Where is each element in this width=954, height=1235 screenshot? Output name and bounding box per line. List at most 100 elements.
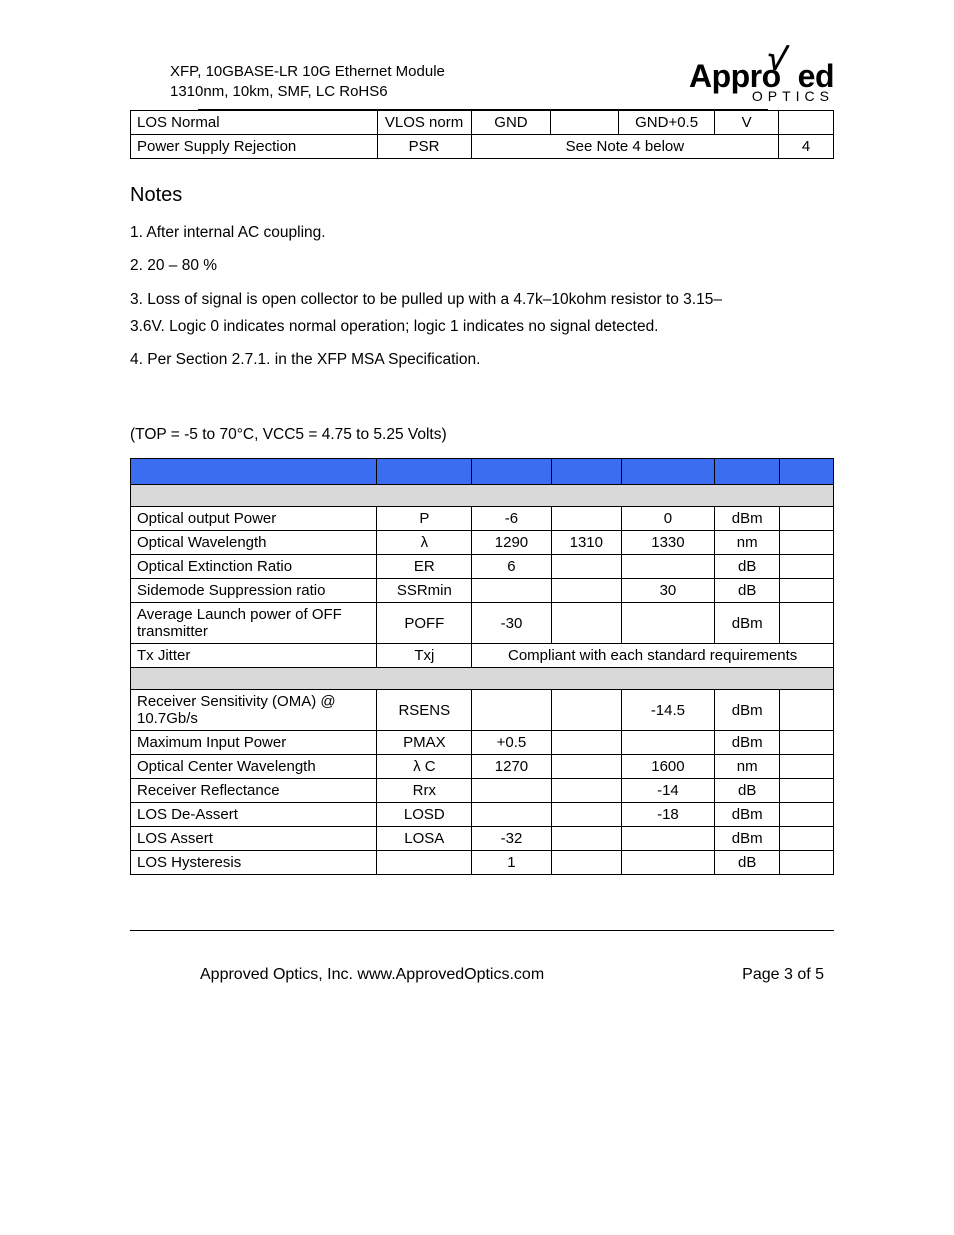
cell-min: 6 <box>472 555 551 579</box>
cell-unit: dB <box>714 579 780 603</box>
cell-unit: dB <box>714 555 780 579</box>
cell-typ <box>551 579 621 603</box>
table-row: Optical output Power P -6 0 dBm <box>131 507 834 531</box>
cell-note <box>780 803 834 827</box>
cell-note <box>780 690 834 731</box>
cell-max: -18 <box>621 803 714 827</box>
cell-min: 1 <box>472 851 551 875</box>
footer-rule <box>130 930 834 931</box>
cell-min: -30 <box>472 603 551 644</box>
cell-param: Sidemode Suppression ratio <box>131 579 377 603</box>
cell-sym: PMAX <box>377 731 472 755</box>
cell-typ <box>551 779 621 803</box>
cell-param: Optical Extinction Ratio <box>131 555 377 579</box>
logo: √ Approed OPTICS <box>689 60 834 103</box>
cell-max: 30 <box>621 579 714 603</box>
table-row: LOS De-Assert LOSD -18 dBm <box>131 803 834 827</box>
cell-min: -32 <box>472 827 551 851</box>
cell-sym: Rrx <box>377 779 472 803</box>
note-3b: 3.6V. Logic 0 indicates normal operation… <box>130 315 834 338</box>
cell-max <box>621 731 714 755</box>
table-row: Receiver Sensitivity (OMA) @ 10.7Gb/s RS… <box>131 690 834 731</box>
header: XFP, 10GBASE-LR 10G Ethernet Module 1310… <box>130 60 834 103</box>
cell-sym: RSENS <box>377 690 472 731</box>
cell-note <box>780 555 834 579</box>
cell-note <box>780 507 834 531</box>
cell-sym <box>377 851 472 875</box>
rx-section-row <box>131 668 834 690</box>
footer-left: Approved Optics, Inc. www.ApprovedOptics… <box>200 966 544 984</box>
header-line-1: XFP, 10GBASE-LR 10G Ethernet Module <box>170 62 445 82</box>
cell-param: Average Launch power of OFF transmitter <box>131 603 377 644</box>
cell-sym: LOSA <box>377 827 472 851</box>
cell-typ <box>551 827 621 851</box>
tx-section-row <box>131 485 834 507</box>
cell-merged: See Note 4 below <box>471 135 779 159</box>
header-line-2: 1310nm, 10km, SMF, LC RoHS6 <box>170 82 445 102</box>
table-row: LOS Assert LOSA -32 dBm <box>131 827 834 851</box>
conditions-line: (TOP = -5 to 70°C, VCC5 = 4.75 to 5.25 V… <box>130 426 834 444</box>
notes-block: 1. After internal AC coupling. 2. 20 – 8… <box>130 221 834 371</box>
cell-min: 1290 <box>472 531 551 555</box>
note-1: 1. After internal AC coupling. <box>130 221 834 244</box>
cell-max: -14 <box>621 779 714 803</box>
cell-note: 4 <box>779 135 834 159</box>
footer-right: Page 3 of 5 <box>742 966 824 984</box>
cell-note <box>780 731 834 755</box>
table-header-row <box>131 459 834 485</box>
cell-note <box>780 531 834 555</box>
cell-note <box>780 755 834 779</box>
cell-typ <box>551 603 621 644</box>
cell-min: GND <box>471 111 551 135</box>
main-table: Optical output Power P -6 0 dBm Optical … <box>130 458 834 875</box>
cell-sym: SSRmin <box>377 579 472 603</box>
cell-typ <box>551 755 621 779</box>
cell-max <box>621 851 714 875</box>
note-2: 2. 20 – 80 % <box>130 254 834 277</box>
cell-unit: dBm <box>714 507 780 531</box>
cell-sym: PSR <box>377 135 471 159</box>
cell-max: -14.5 <box>621 690 714 731</box>
cell-param: Receiver Sensitivity (OMA) @ 10.7Gb/s <box>131 690 377 731</box>
cell-param: LOS Assert <box>131 827 377 851</box>
cell-max: GND+0.5 <box>619 111 715 135</box>
cell-max <box>621 603 714 644</box>
cell-unit: V <box>715 111 779 135</box>
cell-param: Optical Center Wavelength <box>131 755 377 779</box>
table-row: Optical Extinction Ratio ER 6 dB <box>131 555 834 579</box>
cell-min: 1270 <box>472 755 551 779</box>
table-row: Optical Wavelength λ 1290 1310 1330 nm <box>131 531 834 555</box>
cell-param: LOS Normal <box>131 111 378 135</box>
cell-typ <box>551 731 621 755</box>
cell-param: LOS De-Assert <box>131 803 377 827</box>
cell-max <box>621 555 714 579</box>
logo-accent-icon: √ <box>764 40 789 77</box>
cell-unit: dBm <box>714 731 780 755</box>
cell-unit: nm <box>714 531 780 555</box>
cell-typ <box>551 690 621 731</box>
cell-typ <box>551 803 621 827</box>
cell-typ: 1310 <box>551 531 621 555</box>
cell-unit: dBm <box>714 690 780 731</box>
table-row: LOS Normal VLOS norm GND GND+0.5 V <box>131 111 834 135</box>
cell-min <box>472 779 551 803</box>
cell-sym: Txj <box>377 644 472 668</box>
table-row: Power Supply Rejection PSR See Note 4 be… <box>131 135 834 159</box>
note-3a: 3. Loss of signal is open collector to b… <box>130 288 834 311</box>
cell-min: +0.5 <box>472 731 551 755</box>
footer: Approved Optics, Inc. www.ApprovedOptics… <box>130 966 834 984</box>
top-table: LOS Normal VLOS norm GND GND+0.5 V Power… <box>130 110 834 159</box>
cell-sym: λ C <box>377 755 472 779</box>
cell-sym: P <box>377 507 472 531</box>
table-row: Receiver Reflectance Rrx -14 dB <box>131 779 834 803</box>
cell-sym: VLOS norm <box>377 111 471 135</box>
cell-unit: dB <box>714 851 780 875</box>
cell-param: LOS Hysteresis <box>131 851 377 875</box>
cell-unit: dBm <box>714 803 780 827</box>
cell-sym: LOSD <box>377 803 472 827</box>
header-text: XFP, 10GBASE-LR 10G Ethernet Module 1310… <box>130 62 445 101</box>
page: XFP, 10GBASE-LR 10G Ethernet Module 1310… <box>0 0 954 1235</box>
table-row: Sidemode Suppression ratio SSRmin 30 dB <box>131 579 834 603</box>
cell-sym: POFF <box>377 603 472 644</box>
cell-param: Optical output Power <box>131 507 377 531</box>
